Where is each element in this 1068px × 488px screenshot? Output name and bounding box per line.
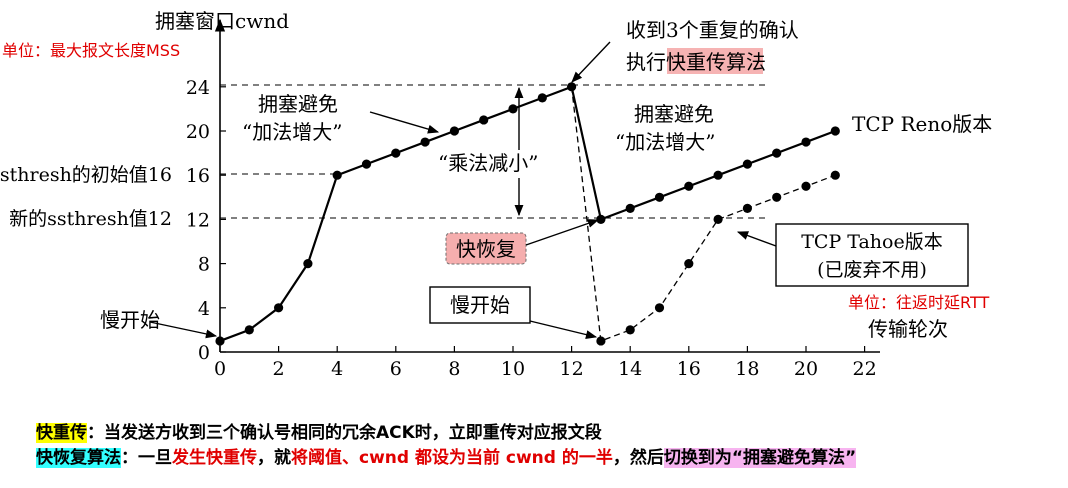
x-tick-label: 4	[331, 358, 343, 380]
tahoe-point	[801, 181, 811, 191]
reno-point	[684, 181, 694, 191]
x-unit-label: 单位：往返时延RTT	[848, 293, 989, 312]
reno-point	[391, 148, 401, 158]
y-tick-label: 16	[186, 165, 210, 187]
fr-part6: 切换到为“拥塞避免算法”	[663, 448, 857, 468]
slow-start-mid-box	[429, 286, 531, 324]
reno-point	[449, 126, 459, 136]
tahoe-point	[654, 303, 665, 313]
tahoe-point	[596, 336, 606, 346]
y-unit-label: 单位：最大报文长度MSS	[2, 41, 180, 60]
ca-left-line2: “加法增大”	[242, 120, 342, 144]
x-tick-label: 12	[560, 358, 584, 380]
x-tick-label: 16	[677, 358, 701, 380]
reno-point	[479, 115, 489, 125]
ssthresh-new-label: 新的ssthresh值12	[9, 208, 172, 230]
multiplicative-decrease-label: “乘法减小”	[438, 151, 538, 175]
tahoe-point	[713, 214, 723, 224]
reno-point	[772, 148, 782, 158]
reno-point	[244, 325, 254, 335]
tahoe-point	[742, 203, 753, 213]
fr-part5: ，然后	[612, 448, 664, 468]
x-tick-label: 8	[448, 358, 460, 380]
tahoe-box	[775, 223, 969, 287]
x-axis-label: 传输轮次	[868, 317, 948, 341]
reno-point	[625, 203, 635, 213]
fast-retransmit-text: ：当发送方收到三个确认号相同的冗余ACK时，立即重传对应报文段	[87, 423, 602, 443]
y-tick-label: 12	[186, 209, 210, 231]
reno-series-line	[219, 85, 836, 342]
reno-point	[361, 159, 372, 169]
tahoe-label-line1: TCP Tahoe版本	[801, 231, 942, 253]
x-tick-label: 14	[618, 358, 642, 380]
ssthresh-initial-label: ssthresh的初始值16	[0, 164, 172, 186]
tahoe-label-line2: (已废弃不用)	[817, 259, 927, 281]
ca-left-pointer	[369, 111, 440, 134]
fast-recovery-label: 快恢复	[456, 237, 516, 261]
x-tick-label: 6	[390, 358, 402, 380]
reno-label: TCP Reno版本	[852, 112, 992, 136]
ca-right-line1: 拥塞避免	[634, 102, 714, 126]
x-tick-label: 22	[853, 358, 877, 380]
fr-part3: ，就	[257, 448, 291, 468]
tahoe-point	[684, 259, 694, 269]
reno-point	[801, 137, 811, 147]
fast-retransmit-note: 快重传：当发送方收到三个确认号相同的冗余ACK时，立即重传对应报文段	[36, 418, 602, 443]
reno-point	[303, 259, 313, 269]
fast-recovery-term: 快恢复算法	[36, 448, 121, 468]
reno-point	[742, 159, 753, 169]
y-tick-label: 20	[186, 121, 210, 143]
fast-retransmit-term: 快重传	[36, 423, 87, 443]
tahoe-pointer	[736, 231, 777, 247]
dup-ack-pointer	[571, 41, 611, 83]
dup-ack-line1: 收到3个重复的确认	[626, 18, 799, 42]
fast-recovery-pointer	[525, 219, 600, 246]
tahoe-point	[830, 170, 840, 180]
reno-point	[830, 126, 840, 136]
slow-start-left-pointer	[149, 321, 218, 339]
fast-recovery-box	[445, 232, 527, 265]
reno-point	[420, 137, 430, 147]
y-tick-label: 4	[198, 298, 210, 320]
y-tick-label: 8	[198, 254, 210, 276]
slow-start-mid-pointer	[529, 320, 598, 339]
x-tick-label: 2	[273, 358, 285, 380]
fast-recovery-note: 快恢复算法：一旦发生快重传，就将阈值、cwnd 都设为当前 cwnd 的一半，然…	[36, 443, 857, 468]
reno-point	[508, 104, 518, 114]
tahoe-series-line	[570, 86, 836, 342]
reno-point	[215, 336, 225, 346]
fr-part2: 发生快重传	[172, 448, 257, 468]
ca-left-line1: 拥塞避免	[258, 92, 338, 116]
reno-point	[332, 170, 342, 180]
reno-point	[654, 192, 665, 202]
y-tick-label: 24	[186, 77, 210, 99]
slow-start-left-label: 慢开始	[100, 308, 160, 332]
reno-point	[537, 93, 547, 103]
y-axis-label: 拥塞窗口cwnd	[155, 9, 289, 33]
fast-retransmit-highlight	[667, 48, 763, 74]
y-tick-label: 0	[198, 342, 210, 364]
x-tick-label: 20	[794, 358, 818, 380]
fr-part4: 将阈值、cwnd 都设为当前 cwnd 的一半	[291, 448, 613, 468]
slow-start-mid-label: 慢开始	[450, 293, 510, 317]
reno-point	[713, 170, 723, 180]
x-tick-label: 18	[735, 358, 759, 380]
tahoe-point	[772, 192, 782, 202]
ca-right-line2: “加法增大”	[615, 130, 715, 154]
reno-point	[274, 303, 284, 313]
tahoe-point	[625, 325, 635, 335]
dup-ack-line2: 执行快重传算法	[626, 50, 766, 74]
x-tick-label: 10	[501, 358, 525, 380]
fr-part1: ：一旦	[121, 448, 172, 468]
x-tick-label: 0	[214, 358, 226, 380]
